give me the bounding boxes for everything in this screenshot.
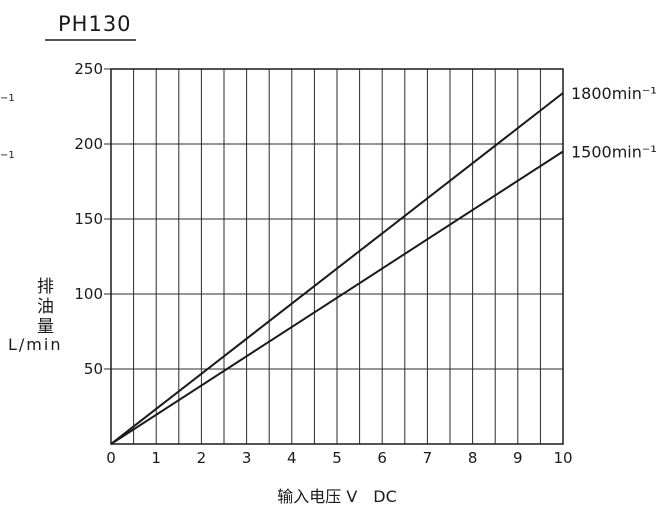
x-tick-labels: 0 1 2 3 4 5 6 7 8 9 10 — [106, 449, 572, 467]
y-axis-label: 排油量 — [33, 277, 53, 337]
series-label-1: 1800min⁻¹ — [571, 84, 657, 103]
x-tick-label: 10 — [553, 449, 572, 467]
x-tick-label: 6 — [377, 449, 387, 467]
gridlines — [104, 68, 563, 444]
x-tick-label: 9 — [513, 449, 523, 467]
y-tick-label: 250 — [74, 60, 103, 78]
chart-title: PH130 — [58, 12, 132, 36]
edge-fragment-2: −1 — [0, 150, 15, 161]
series-line-2 — [110, 150, 564, 445]
y-tick-label: 100 — [74, 285, 103, 303]
x-tick-label: 4 — [287, 449, 297, 467]
y-tick-label: 150 — [74, 210, 103, 228]
plot-frame — [110, 68, 564, 445]
x-tick-label: 0 — [106, 449, 116, 467]
series-lines — [110, 92, 564, 445]
series-labels: 1800min⁻¹ 1500min⁻¹ — [571, 84, 657, 162]
x-tick-label: 5 — [332, 449, 342, 467]
x-tick-label: 1 — [151, 449, 161, 467]
x-tick-label: 3 — [242, 449, 252, 467]
x-axis-label: 输入电压 V DC — [277, 487, 397, 506]
x-tick-label: 8 — [468, 449, 478, 467]
y-axis-unit: L/min — [8, 335, 63, 354]
series-label-2: 1500min⁻¹ — [571, 143, 657, 162]
y-tick-label: 200 — [74, 135, 103, 153]
edge-fragment-1: −1 — [0, 93, 15, 104]
x-tick-label: 2 — [197, 449, 207, 467]
y-tick-labels: 50 100 150 200 250 — [74, 60, 103, 378]
series-line-1 — [110, 92, 564, 445]
x-tick-label: 7 — [423, 449, 433, 467]
y-tick-label: 50 — [84, 360, 103, 378]
